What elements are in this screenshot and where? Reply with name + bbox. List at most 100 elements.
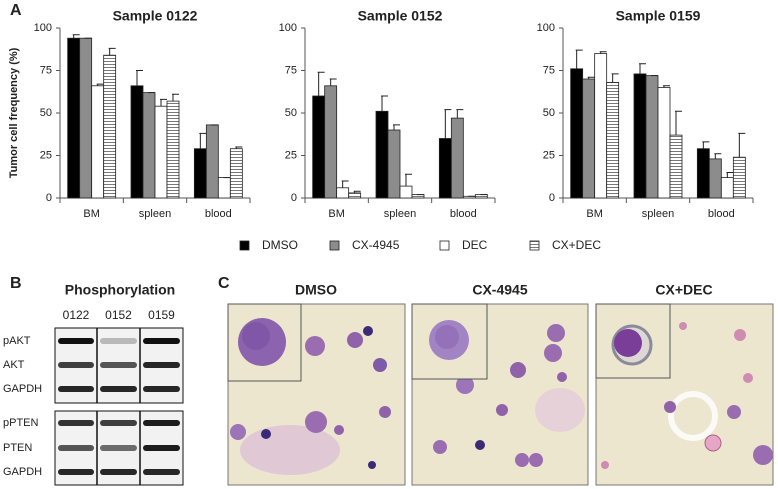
error-bar <box>381 95 388 112</box>
bar <box>582 78 596 199</box>
row-label: GAPDH <box>3 466 42 478</box>
x-tick-label: BM <box>328 208 345 220</box>
legend-swatch <box>239 240 250 251</box>
sample-label: 0159 <box>148 308 175 322</box>
blot-band <box>58 386 94 392</box>
bar <box>229 148 243 199</box>
error-bar <box>575 49 583 69</box>
y-tick-label: 25 <box>543 149 555 161</box>
y-tick-label: 25 <box>40 149 52 161</box>
blot-band <box>100 338 137 344</box>
x-tick-label: BM <box>586 208 603 220</box>
error-bar <box>341 180 349 188</box>
blot-band <box>143 386 180 392</box>
row-label: PTEN <box>3 442 32 454</box>
bar <box>732 156 746 199</box>
x-tick-label: BM <box>83 208 100 220</box>
bar <box>411 194 425 199</box>
bar <box>193 148 207 199</box>
bar <box>570 68 584 199</box>
bar <box>669 134 683 199</box>
blot-band <box>58 338 94 344</box>
micrograph-image <box>411 303 589 486</box>
bar <box>166 100 180 199</box>
y-tick-label: 50 <box>285 107 297 119</box>
blot-band <box>143 362 180 368</box>
micrograph-image <box>595 303 774 486</box>
bar <box>474 194 488 199</box>
error-bar <box>96 83 104 86</box>
blot-band <box>58 420 94 426</box>
error-bar <box>72 34 80 39</box>
sample-label: 0152 <box>105 308 132 322</box>
y-tick-label: 75 <box>543 64 555 76</box>
blot-band <box>100 386 137 392</box>
bar <box>375 110 389 199</box>
y-axis-label: Tumor cell frequency (%) <box>8 47 20 178</box>
error-bar <box>738 132 746 158</box>
micrograph-title: CX-4945 <box>472 282 527 298</box>
chart-title: Sample 0159 <box>616 8 701 24</box>
blot-band <box>100 362 137 368</box>
blot-band <box>100 469 137 475</box>
error-bar <box>599 51 607 54</box>
legend-swatch <box>529 240 540 251</box>
error-bar <box>405 173 412 187</box>
blot-band <box>58 362 94 368</box>
bar <box>142 92 156 199</box>
error-bar <box>726 172 734 178</box>
row-label: pAKT <box>3 335 31 347</box>
bar <box>91 85 105 199</box>
bar <box>399 185 413 199</box>
x-tick-label: blood <box>708 208 735 220</box>
bar <box>720 177 734 199</box>
y-tick-label: 0 <box>46 192 52 204</box>
y-tick-label: 50 <box>543 107 555 119</box>
bar <box>645 75 659 199</box>
row-label: GAPDH <box>3 383 42 395</box>
blot-band <box>143 420 180 426</box>
y-tick-label: 75 <box>40 64 52 76</box>
error-bar <box>456 109 464 119</box>
error-bar <box>235 146 243 149</box>
panel-label: A <box>10 2 22 19</box>
error-bar <box>639 63 646 74</box>
bar <box>79 37 93 199</box>
error-bar <box>714 153 722 159</box>
blot-title: Phosphorylation <box>65 282 175 298</box>
y-tick-label: 0 <box>549 192 555 204</box>
chart-title: Sample 0122 <box>113 8 198 24</box>
error-bar <box>702 141 710 149</box>
bar <box>387 129 401 199</box>
bar <box>657 87 671 199</box>
row-label: pPTEN <box>3 417 39 429</box>
error-bar <box>329 78 337 86</box>
blot-band <box>58 445 94 451</box>
bar <box>348 192 362 199</box>
micrograph-title: CX+DEC <box>655 282 712 298</box>
error-bar <box>444 109 452 139</box>
blot-band <box>143 469 180 475</box>
y-tick-label: 50 <box>40 107 52 119</box>
error-bar <box>611 73 619 83</box>
error-bar <box>587 76 595 79</box>
bar <box>217 177 231 199</box>
bar <box>312 95 326 199</box>
error-bar <box>663 85 670 88</box>
x-tick-label: spleen <box>384 208 416 220</box>
y-tick-label: 0 <box>291 192 297 204</box>
bar <box>205 124 219 199</box>
blot-band <box>143 338 180 344</box>
error-bar <box>393 124 400 130</box>
micrograph-title: DMSO <box>295 282 337 298</box>
legend-label: DMSO <box>262 238 298 252</box>
error-bar <box>675 110 682 136</box>
bar <box>130 85 144 199</box>
legend-label: CX-4945 <box>352 238 400 252</box>
legend-label: CX+DEC <box>552 238 601 252</box>
error-bar <box>172 93 179 102</box>
bar <box>324 85 338 199</box>
error-bar <box>353 190 361 193</box>
